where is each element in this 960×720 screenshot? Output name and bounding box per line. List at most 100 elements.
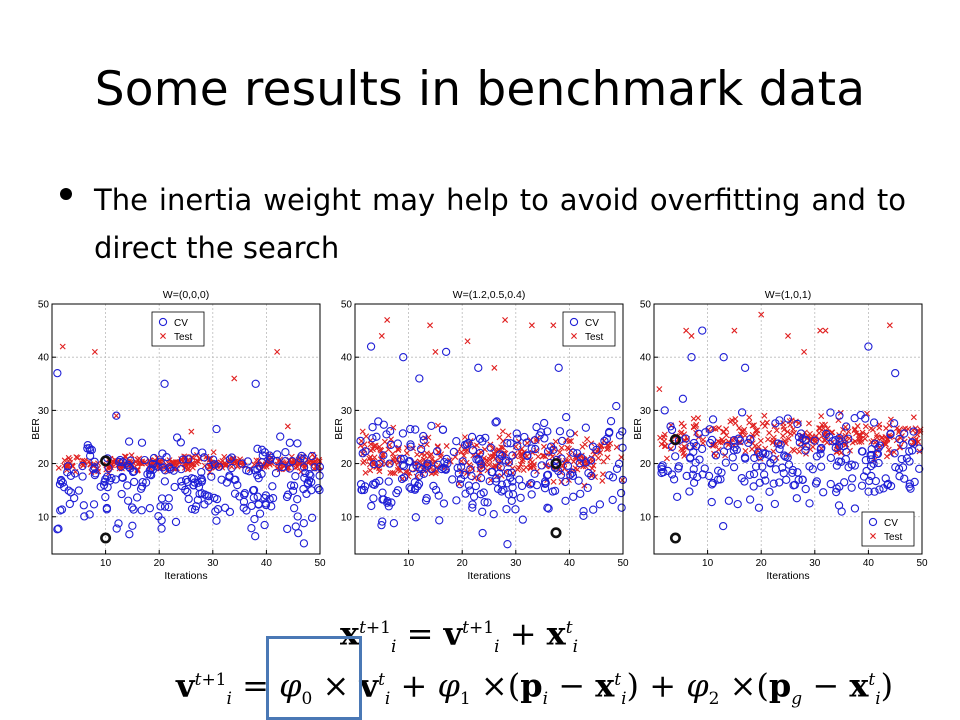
test-point: [367, 467, 374, 474]
cv-point: [439, 463, 448, 472]
cv-point: [291, 472, 300, 481]
cv-point: [285, 438, 294, 447]
cv-point: [368, 434, 377, 443]
test-point: [751, 422, 758, 429]
cv-point: [516, 493, 525, 503]
cv-point: [775, 478, 784, 487]
test-point: [752, 427, 759, 434]
cv-point: [405, 483, 414, 492]
cv-point: [237, 459, 247, 468]
cv-point: [548, 487, 557, 496]
cv-point: [194, 482, 204, 491]
cv-point: [361, 447, 370, 456]
cv-point: [733, 499, 742, 509]
cv-point: [915, 464, 924, 473]
cv-point: [299, 463, 309, 472]
cv-point: [79, 501, 88, 510]
cv-point: [749, 469, 759, 479]
test-point: [184, 466, 191, 473]
cv-point: [875, 485, 884, 494]
cv-point: [543, 447, 553, 456]
cv-point: [914, 444, 924, 453]
cv-point: [832, 461, 842, 470]
cv-point: [377, 520, 386, 530]
cv-point: [160, 477, 170, 486]
test-point: [854, 423, 861, 430]
selected-point: [550, 527, 562, 539]
test-point: [619, 477, 626, 484]
cv-point: [441, 464, 450, 474]
cv-point: [687, 353, 696, 362]
x-tick-label: 30: [510, 558, 522, 569]
cv-point: [124, 437, 134, 446]
cv-point: [289, 504, 299, 513]
cv-point: [214, 462, 224, 472]
cv-point: [891, 368, 900, 378]
x-tick-label: 40: [564, 558, 576, 569]
cv-point: [129, 477, 139, 487]
cv-point: [302, 489, 311, 499]
cv-point: [543, 470, 553, 479]
cv-point: [842, 422, 851, 431]
cv-point: [176, 438, 185, 447]
cv-point: [408, 464, 418, 473]
cv-point: [78, 461, 87, 471]
cv-point: [910, 477, 919, 487]
test-point: [859, 429, 866, 436]
test-point: [663, 455, 670, 462]
cv-point: [438, 425, 448, 434]
cv-point: [301, 468, 310, 478]
legend-label-cv: CV: [585, 318, 599, 329]
cv-point: [543, 503, 552, 512]
cv-point: [137, 438, 147, 447]
cv-point: [273, 450, 282, 459]
cv-point: [737, 408, 747, 417]
cv-point: [379, 451, 388, 460]
cv-point: [775, 444, 784, 454]
cv-point: [844, 463, 853, 472]
x-tick-label: 40: [863, 558, 875, 569]
test-point: [231, 458, 238, 465]
test-point: [811, 435, 818, 442]
test-point: [699, 440, 706, 447]
cv-point: [557, 436, 567, 446]
bullet-point: The inertia weight may help to avoid ove…: [60, 176, 910, 268]
plot-frame: [51, 303, 321, 555]
cv-point: [254, 474, 263, 483]
cv-point: [227, 453, 236, 462]
cv-point: [729, 462, 739, 472]
cv-point: [418, 464, 427, 474]
cv-point: [865, 476, 874, 486]
test-point: [753, 430, 760, 437]
cv-point: [704, 471, 714, 481]
legend-label-cv: CV: [884, 518, 898, 529]
cv-point: [282, 492, 292, 502]
cv-point: [129, 505, 138, 514]
cv-point: [375, 459, 384, 469]
cv-point: [527, 478, 536, 488]
cv-point: [857, 447, 867, 456]
test-point: [683, 327, 690, 334]
test-point: [274, 348, 281, 355]
test-point: [568, 438, 575, 445]
cv-point: [700, 464, 709, 473]
cv-point: [225, 455, 234, 464]
cv-point: [673, 492, 682, 502]
cv-point: [145, 504, 155, 513]
cv-point: [657, 462, 666, 472]
bullet-text: The inertia weight may help to avoid ove…: [94, 183, 906, 265]
test-point: [789, 446, 796, 453]
test-point: [736, 424, 743, 431]
y-tick-label: 40: [38, 353, 50, 364]
cv-point: [822, 429, 831, 439]
cv-point: [458, 457, 467, 466]
cv-point: [288, 486, 298, 495]
cv-point: [204, 462, 214, 472]
cv-point: [905, 479, 915, 488]
legend-label-test: Test: [174, 332, 193, 343]
cv-point: [604, 428, 614, 438]
cv-point: [378, 517, 387, 526]
cv-point: [257, 445, 267, 454]
test-point: [582, 441, 588, 448]
test-point: [316, 456, 323, 463]
